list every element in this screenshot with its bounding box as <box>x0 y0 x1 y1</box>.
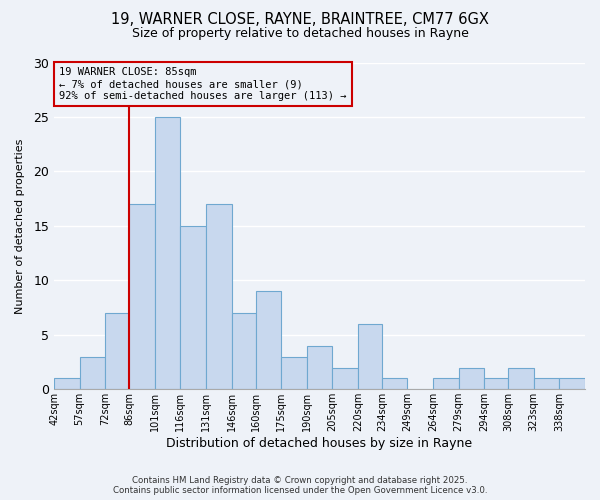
Text: 19, WARNER CLOSE, RAYNE, BRAINTREE, CM77 6GX: 19, WARNER CLOSE, RAYNE, BRAINTREE, CM77… <box>111 12 489 28</box>
Bar <box>534 378 559 390</box>
Bar <box>559 378 585 390</box>
Bar <box>307 346 332 390</box>
Bar <box>508 368 534 390</box>
Y-axis label: Number of detached properties: Number of detached properties <box>15 138 25 314</box>
Bar <box>129 204 155 390</box>
Bar <box>382 378 407 390</box>
Bar <box>105 313 129 390</box>
Bar <box>54 378 80 390</box>
Bar <box>256 292 281 390</box>
Bar <box>458 368 484 390</box>
Bar <box>358 324 382 390</box>
Bar <box>181 226 206 390</box>
Text: 19 WARNER CLOSE: 85sqm
← 7% of detached houses are smaller (9)
92% of semi-detac: 19 WARNER CLOSE: 85sqm ← 7% of detached … <box>59 68 347 100</box>
Bar <box>155 117 181 390</box>
Bar <box>484 378 508 390</box>
Text: Size of property relative to detached houses in Rayne: Size of property relative to detached ho… <box>131 28 469 40</box>
Bar <box>281 356 307 390</box>
Bar <box>433 378 458 390</box>
Bar <box>332 368 358 390</box>
Bar <box>206 204 232 390</box>
X-axis label: Distribution of detached houses by size in Rayne: Distribution of detached houses by size … <box>166 437 473 450</box>
Bar <box>232 313 256 390</box>
Text: Contains HM Land Registry data © Crown copyright and database right 2025.
Contai: Contains HM Land Registry data © Crown c… <box>113 476 487 495</box>
Bar <box>80 356 105 390</box>
